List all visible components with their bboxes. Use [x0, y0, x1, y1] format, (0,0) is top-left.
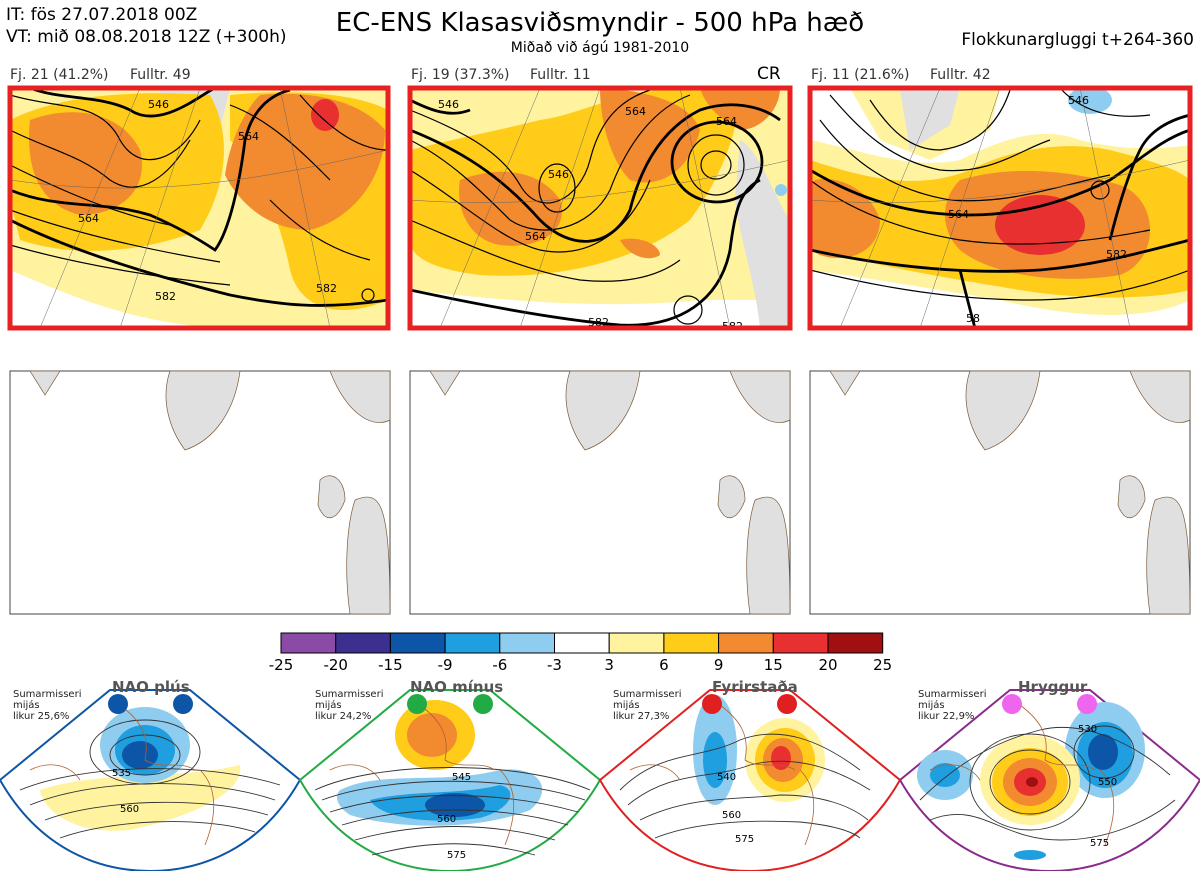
panel-2-contour-label: 564 — [716, 115, 737, 128]
colorbar-tick-label: 6 — [659, 656, 669, 674]
panel-3-member: Fulltr. 42 — [930, 67, 991, 83]
empty-map-1 — [9, 370, 391, 615]
panel-1-contour-label: 564 — [78, 212, 99, 225]
panel-1-contour-label: 582 — [155, 290, 176, 303]
panel-1-member: Fulltr. 49 — [130, 67, 191, 83]
colorbar-tick-label: 25 — [873, 656, 893, 674]
page-subtitle: Miðað við ágú 1981-2010 — [510, 40, 690, 56]
colorbar-tick-label: -6 — [492, 656, 508, 674]
regime-contour-label: 550 — [1098, 777, 1117, 788]
regime-contour-label: 560 — [437, 814, 456, 825]
regime-contour-label: 540 — [717, 772, 736, 783]
panel-2-contour-label: 564 — [525, 230, 546, 243]
regime-contour-label: 575 — [447, 850, 466, 861]
empty-map-3 — [809, 370, 1191, 615]
panel-1-contour-label: 546 — [148, 98, 169, 111]
panel-3-contour-label: 58 — [966, 312, 980, 325]
regime-2-info-line: Sumarmisseri — [315, 689, 384, 700]
regime-contour-label: 575 — [735, 834, 754, 845]
panel-3-label: Fj. 11 (21.6%) — [811, 67, 910, 83]
panel-1-contour-label: 582 — [316, 282, 337, 295]
regime-3-title: Fyrirstaða — [712, 678, 798, 696]
regime-3-info: Sumarmisseri mijás likur 27,3% — [613, 689, 681, 722]
regime-1-info-line: mijás — [13, 700, 40, 711]
panel-3-contour-label: 546 — [1068, 94, 1089, 107]
page-title: EC-ENS Klasasviðsmyndir - 500 hPa hæð — [335, 8, 865, 38]
panel-2-label: Fj. 19 (37.3%) — [411, 67, 510, 83]
regime-contour-label: 535 — [112, 768, 131, 779]
colorbar-tick-label: -3 — [547, 656, 562, 674]
regime-3-info-line: mijás — [613, 700, 640, 711]
regime-1-info-line: likur 25,6% — [13, 711, 70, 722]
regime-1-title: NAO plús — [112, 678, 190, 696]
colorbar-swatch — [554, 632, 610, 654]
regime-4-info-line: likur 22,9% — [918, 711, 975, 722]
panel-3-contour-label: 564 — [948, 208, 969, 221]
colorbar-swatch — [718, 632, 774, 654]
regime-4-info-line: mijás — [918, 700, 945, 711]
panel-2-contour-label: 546 — [548, 168, 569, 181]
colorbar-swatch — [608, 632, 665, 654]
colorbar-tick-label: 3 — [604, 656, 614, 674]
panel-2-contour-label: 564 — [625, 105, 646, 118]
regime-nao-plus: 535 560 — [0, 689, 302, 871]
panel-1-label: Fj. 21 (41.2%) — [10, 67, 109, 83]
regime-ridge: 530 550 575 — [898, 689, 1200, 871]
colorbar-tick-label: 9 — [713, 656, 724, 674]
panel-2-tag: CR — [757, 64, 781, 84]
panel-2-contour-label: 582 — [722, 320, 743, 333]
regime-1-info: Sumarmisseri mijás likur 25,6% — [13, 689, 81, 722]
colorbar-tick-label: 20 — [818, 656, 838, 674]
colorbar-tick-label: -9 — [437, 656, 453, 674]
colorbar-swatch — [499, 632, 555, 654]
panel-2-frame — [407, 85, 793, 331]
init-time-block: IT: fös 27.07.2018 00Z VT: mið 08.08.201… — [6, 4, 287, 48]
panel-3-frame — [807, 85, 1193, 331]
colorbar-tick-label: -15 — [378, 656, 403, 674]
panel-2-contour-label: 546 — [438, 98, 459, 111]
panel-3-contour-label: 582 — [1106, 248, 1127, 261]
panel-1-map: 546 564 564 582 582 — [10, 88, 388, 328]
regime-3-info-line: likur 27,3% — [613, 711, 670, 722]
regime-contour-label: 575 — [1090, 838, 1109, 849]
regime-2-info-line: likur 24,2% — [315, 711, 372, 722]
panel-3-map: 546 564 582 58 — [810, 88, 1190, 328]
regime-2-title: NAO mínus — [410, 678, 504, 696]
panel-2-map: 546 564 564 546 564 582 582 — [410, 88, 790, 333]
colorbar-swatch — [389, 632, 446, 654]
panel-2-member: Fulltr. 11 — [530, 67, 591, 83]
regime-blocking: 540 560 575 — [598, 689, 902, 871]
empty-map-2 — [409, 370, 791, 615]
colorbar-tick-label: -25 — [268, 656, 294, 674]
regime-contour-label: 545 — [452, 772, 471, 783]
regime-2-info-line: mijás — [315, 700, 342, 711]
panel-2-contour-label: 582 — [588, 316, 609, 329]
classification-window: Flokkunargluggi t+264-360 — [961, 30, 1194, 50]
colorbar-swatch — [335, 632, 391, 654]
panel-1-frame — [7, 85, 391, 331]
regime-2-info: Sumarmisseri mijás likur 24,2% — [315, 689, 383, 722]
colorbar-swatch — [280, 632, 337, 654]
regime-contour-label: 530 — [1078, 724, 1097, 735]
colorbar-tick-label: -20 — [323, 656, 348, 674]
panel-1-contour-label: 564 — [238, 130, 259, 143]
regime-contour-label: 560 — [722, 810, 741, 821]
regime-nao-minus: 545 560 575 — [298, 689, 602, 871]
regime-1-info-line: Sumarmisseri — [13, 689, 82, 700]
init-time: IT: fös 27.07.2018 00Z — [6, 5, 198, 25]
regime-4-info: Sumarmisseri mijás likur 22,9% — [918, 689, 986, 722]
colorbar-swatch — [772, 632, 829, 654]
colorbar-swatch — [827, 632, 884, 654]
regime-contour-label: 560 — [120, 804, 139, 815]
regime-3-info-line: Sumarmisseri — [613, 689, 682, 700]
colorbar-swatch — [444, 632, 501, 654]
regime-4-info-line: Sumarmisseri — [918, 689, 987, 700]
colorbar — [280, 632, 884, 654]
regime-4-title: Hryggur — [1018, 678, 1088, 696]
colorbar-swatch — [663, 632, 720, 654]
colorbar-tick-label: 15 — [763, 656, 783, 674]
valid-time: VT: mið 08.08.2018 12Z (+300h) — [6, 27, 287, 47]
